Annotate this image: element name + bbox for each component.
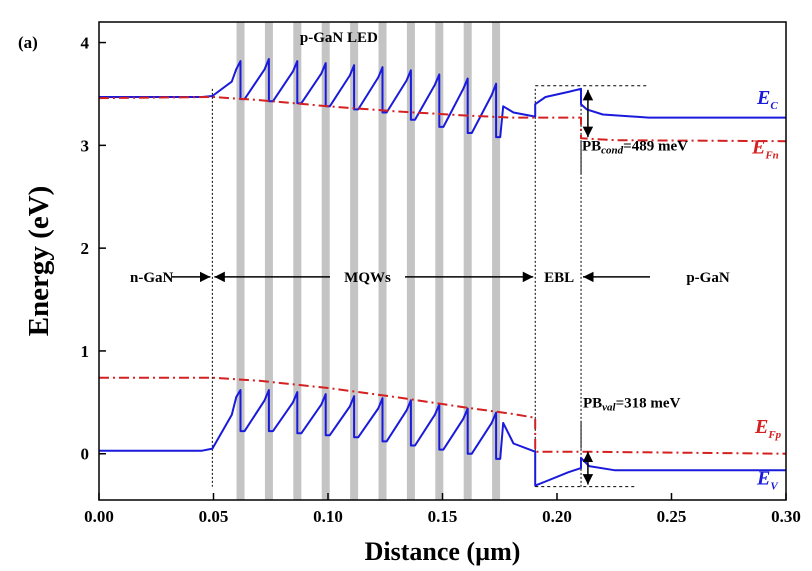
x-tick-label-1: 0.05 bbox=[199, 507, 229, 526]
quantum-well-10 bbox=[492, 22, 501, 500]
curve-label-ev: EV bbox=[756, 468, 779, 493]
y-axis-title: Energy (eV) bbox=[23, 186, 55, 337]
quantum-well-5 bbox=[350, 22, 359, 500]
region-label-n-gan: n-GaN bbox=[130, 270, 174, 286]
quantum-well-3 bbox=[293, 22, 302, 500]
panel-label: (a) bbox=[18, 33, 38, 52]
x-tick-label-2: 0.10 bbox=[313, 507, 343, 526]
curve-label-ec: EC bbox=[756, 87, 778, 112]
quantum-well-2 bbox=[264, 22, 273, 500]
curve-label-efn: EFn bbox=[751, 137, 779, 162]
y-tick-label-0: 0 bbox=[81, 445, 90, 464]
quantum-well-1 bbox=[236, 22, 245, 500]
quantum-well-7 bbox=[406, 22, 415, 500]
x-tick-label-6: 0.30 bbox=[771, 507, 801, 526]
quantum-well-8 bbox=[435, 22, 444, 500]
pb-cond-annotation: PBcond=489 meV bbox=[582, 138, 688, 156]
quantum-well-9 bbox=[463, 22, 472, 500]
y-tick-label-2: 2 bbox=[81, 239, 90, 258]
pb-val-annotation: PBval=318 meV bbox=[583, 395, 681, 413]
quantum-well-bars bbox=[236, 22, 501, 500]
x-tick-label-5: 0.25 bbox=[657, 507, 687, 526]
x-axis-title: Distance (µm) bbox=[365, 537, 521, 566]
region-label-mqws: MQWs bbox=[344, 270, 391, 286]
series-e-c bbox=[99, 58, 786, 139]
band-series bbox=[98, 58, 787, 487]
x-tick-label-0: 0.00 bbox=[84, 507, 114, 526]
quantum-well-4 bbox=[321, 22, 330, 500]
curve-label-efp: EFp bbox=[754, 416, 782, 441]
x-tick-label-3: 0.15 bbox=[428, 507, 458, 526]
series-e-v bbox=[99, 389, 786, 487]
quantum-well-6 bbox=[378, 22, 387, 500]
axis-ticks: 0.00 0.05 0.10 0.15 0.20 0.25 0.30 0 1 2 3 4 bbox=[81, 34, 801, 526]
series-e-fp bbox=[99, 376, 787, 455]
region-label-ebl: EBL bbox=[544, 270, 574, 286]
series-e-fn bbox=[98, 96, 787, 143]
region-label-p-gan: p-GaN bbox=[686, 270, 730, 286]
y-tick-label-4: 4 bbox=[81, 34, 90, 53]
x-tick-label-4: 0.20 bbox=[542, 507, 572, 526]
chart-title: p-GaN LED bbox=[300, 30, 378, 46]
y-tick-label-3: 3 bbox=[81, 136, 90, 155]
y-tick-label-1: 1 bbox=[81, 342, 90, 361]
potential-barrier-markers bbox=[535, 85, 649, 488]
